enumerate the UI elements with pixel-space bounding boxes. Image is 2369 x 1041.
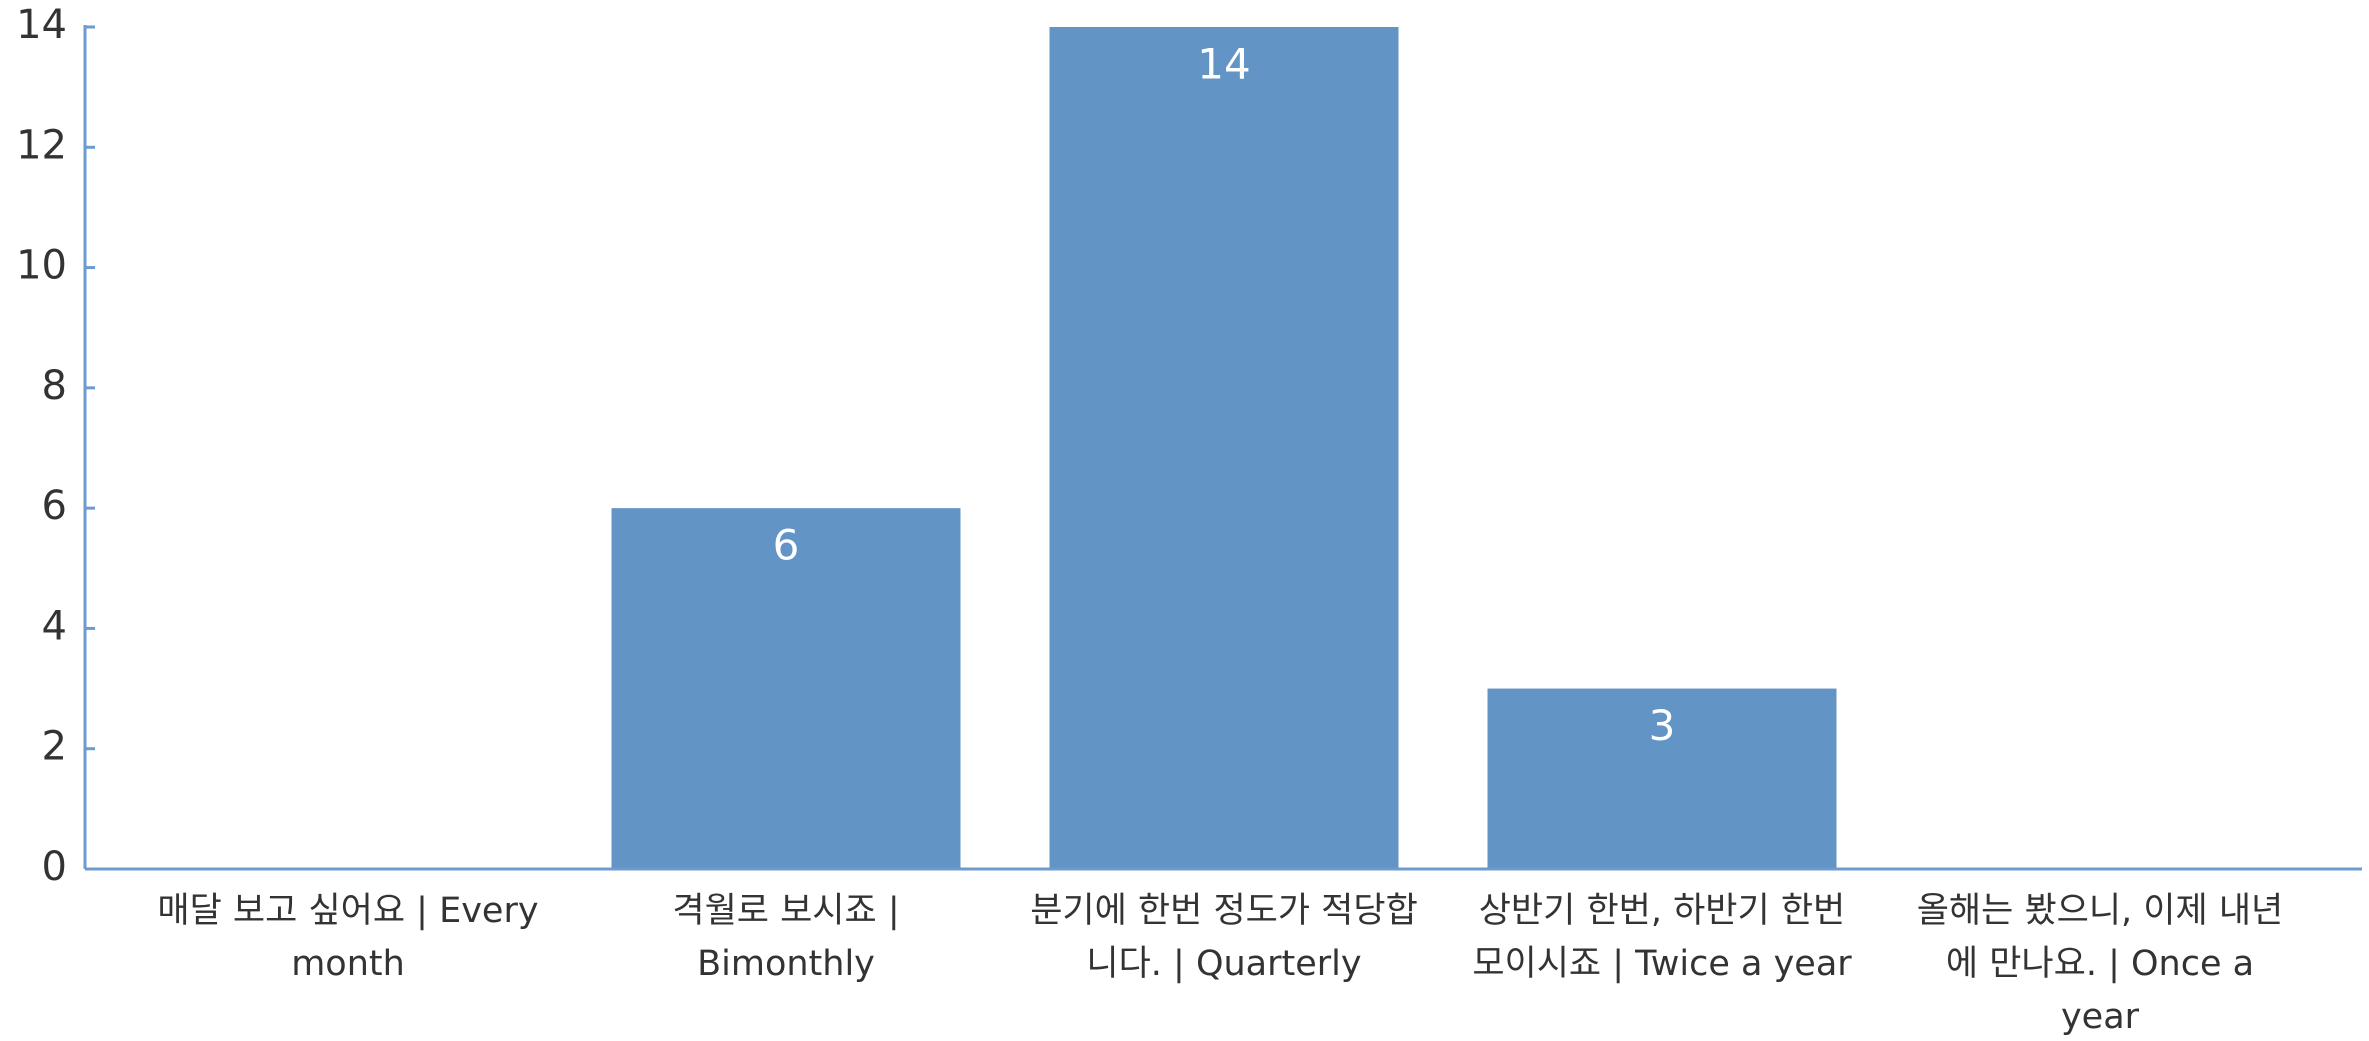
x-tick-label: 올해는 봤으니, 이제 내년에 만나요. | Once a year — [1916, 891, 2284, 1037]
bar — [1049, 27, 1399, 869]
y-tick-label: 6 — [42, 483, 67, 529]
bar — [611, 508, 961, 869]
x-tick-label: 분기에 한번 정도가 적당합니다. | Quarterly — [1030, 891, 1418, 984]
y-tick-label: 10 — [16, 243, 67, 289]
y-tick-label: 2 — [42, 724, 67, 770]
y-tick-label: 12 — [16, 122, 67, 168]
x-tick-label: 매달 보고 싶어요 | Every month — [157, 891, 539, 984]
y-tick-label: 4 — [42, 603, 67, 649]
y-tick-label: 8 — [42, 363, 67, 409]
x-tick-label: 격월로 보시죠 | Bimonthly — [672, 891, 900, 984]
bar — [1487, 688, 1837, 869]
value-label: 6 — [773, 521, 800, 570]
x-tick-label: 상반기 한번, 하반기 한번 모이시죠 | Twice a year — [1472, 891, 1852, 984]
y-tick-label: 14 — [16, 2, 67, 48]
value-label: 3 — [1649, 701, 1676, 750]
value-label: 14 — [1197, 40, 1250, 89]
y-tick-label: 0 — [42, 844, 67, 890]
